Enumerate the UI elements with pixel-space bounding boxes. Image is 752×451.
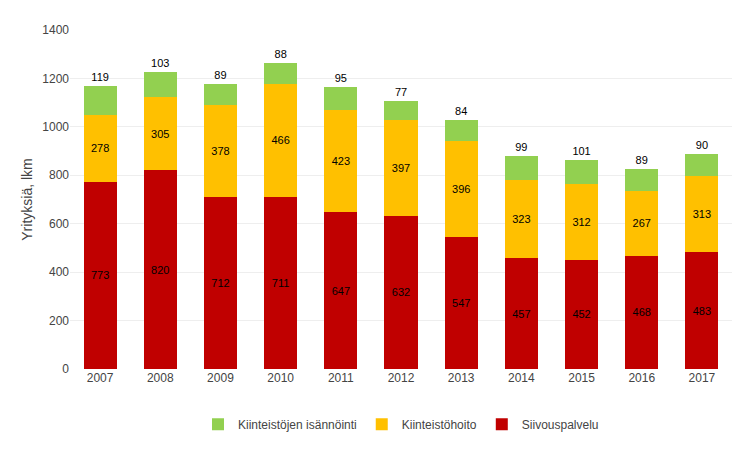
svg-text:Siivouspalvelu: Siivouspalvelu bbox=[522, 418, 599, 432]
svg-text:95: 95 bbox=[335, 72, 347, 84]
svg-text:466: 466 bbox=[271, 134, 289, 146]
svg-text:305: 305 bbox=[151, 128, 169, 140]
svg-text:711: 711 bbox=[272, 277, 290, 289]
svg-text:267: 267 bbox=[633, 217, 651, 229]
svg-text:647: 647 bbox=[332, 285, 350, 297]
svg-text:313: 313 bbox=[693, 208, 711, 220]
svg-text:2008: 2008 bbox=[147, 371, 174, 385]
svg-text:323: 323 bbox=[512, 213, 530, 225]
svg-text:90: 90 bbox=[696, 139, 708, 151]
svg-text:2014: 2014 bbox=[508, 371, 535, 385]
svg-text:2010: 2010 bbox=[267, 371, 294, 385]
svg-text:1200: 1200 bbox=[42, 72, 69, 86]
svg-text:423: 423 bbox=[332, 155, 350, 167]
svg-text:103: 103 bbox=[151, 57, 169, 69]
svg-text:89: 89 bbox=[214, 69, 226, 81]
svg-text:468: 468 bbox=[633, 306, 651, 318]
svg-text:2015: 2015 bbox=[568, 371, 595, 385]
svg-text:483: 483 bbox=[693, 305, 711, 317]
svg-text:397: 397 bbox=[392, 162, 410, 174]
svg-text:2016: 2016 bbox=[628, 371, 655, 385]
svg-text:278: 278 bbox=[91, 142, 109, 154]
svg-text:457: 457 bbox=[512, 308, 530, 320]
svg-text:99: 99 bbox=[515, 141, 527, 153]
svg-text:1000: 1000 bbox=[42, 120, 69, 134]
svg-text:119: 119 bbox=[91, 71, 109, 83]
svg-text:378: 378 bbox=[211, 145, 229, 157]
svg-text:2011: 2011 bbox=[328, 371, 354, 385]
svg-text:712: 712 bbox=[211, 277, 229, 289]
svg-text:89: 89 bbox=[636, 154, 648, 166]
svg-text:800: 800 bbox=[49, 168, 69, 182]
svg-text:2013: 2013 bbox=[448, 371, 475, 385]
svg-text:547: 547 bbox=[452, 297, 470, 309]
svg-text:452: 452 bbox=[572, 308, 590, 320]
svg-text:2012: 2012 bbox=[388, 371, 415, 385]
svg-text:0: 0 bbox=[62, 362, 69, 376]
svg-text:88: 88 bbox=[275, 48, 287, 60]
svg-text:600: 600 bbox=[49, 217, 69, 231]
svg-text:Yrityksiä, lkm: Yrityksiä, lkm bbox=[19, 158, 35, 240]
svg-text:312: 312 bbox=[572, 216, 590, 228]
svg-text:200: 200 bbox=[49, 314, 69, 328]
svg-text:2017: 2017 bbox=[689, 371, 716, 385]
svg-text:84: 84 bbox=[455, 105, 467, 117]
svg-text:632: 632 bbox=[392, 286, 410, 298]
svg-text:1400: 1400 bbox=[42, 23, 69, 37]
svg-text:820: 820 bbox=[151, 264, 169, 276]
svg-text:773: 773 bbox=[91, 269, 109, 281]
svg-text:396: 396 bbox=[452, 183, 470, 195]
svg-text:Kiinteistöhoito: Kiinteistöhoito bbox=[402, 418, 477, 432]
svg-text:77: 77 bbox=[395, 86, 407, 98]
svg-text:2007: 2007 bbox=[87, 371, 114, 385]
svg-text:101: 101 bbox=[572, 145, 590, 157]
svg-text:400: 400 bbox=[49, 265, 69, 279]
svg-text:Kiinteistöjen isännöinti: Kiinteistöjen isännöinti bbox=[238, 418, 357, 432]
svg-text:2009: 2009 bbox=[207, 371, 234, 385]
